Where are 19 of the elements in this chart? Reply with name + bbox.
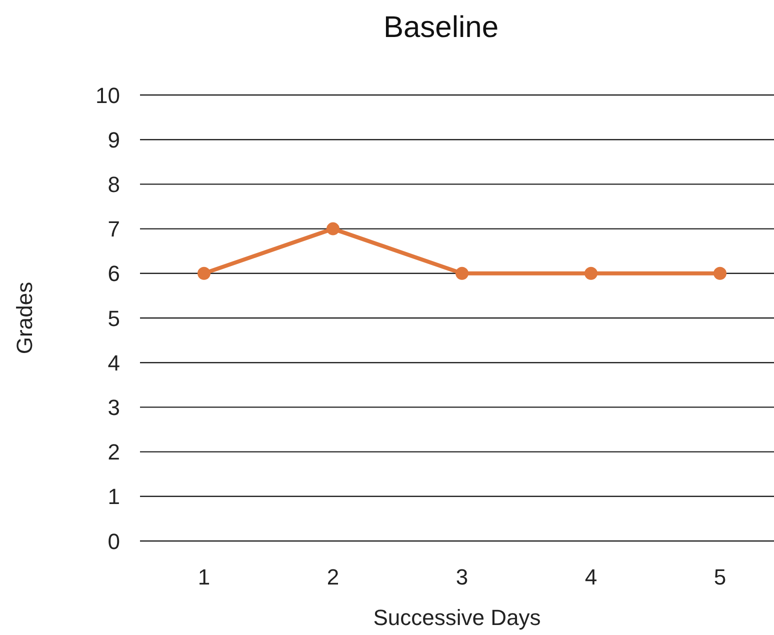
- y-tick-label: 7: [108, 216, 120, 242]
- y-tick-label: 8: [108, 172, 120, 198]
- y-tick-label: 9: [108, 127, 120, 152]
- x-tick-label: 1: [198, 564, 210, 590]
- y-tick-label: 2: [108, 440, 120, 465]
- y-tick-label: 0: [108, 528, 120, 554]
- y-axis-title: Grades: [12, 282, 37, 354]
- y-tick-label: 5: [108, 306, 120, 331]
- x-tick-label: 5: [714, 564, 726, 590]
- y-tick-label: 6: [108, 261, 120, 286]
- y-tick-label: 3: [108, 395, 120, 420]
- x-axis-title: Successive Days: [373, 605, 541, 630]
- x-tick-label: 2: [326, 564, 340, 590]
- x-tick-label: 4: [584, 564, 598, 590]
- chart-title: Baseline: [382, 10, 500, 46]
- y-tick-label: 10: [96, 82, 120, 108]
- y-tick-label: 4: [108, 350, 120, 376]
- x-tick-label: 3: [456, 564, 468, 590]
- y-tick-label: 1: [108, 484, 120, 510]
